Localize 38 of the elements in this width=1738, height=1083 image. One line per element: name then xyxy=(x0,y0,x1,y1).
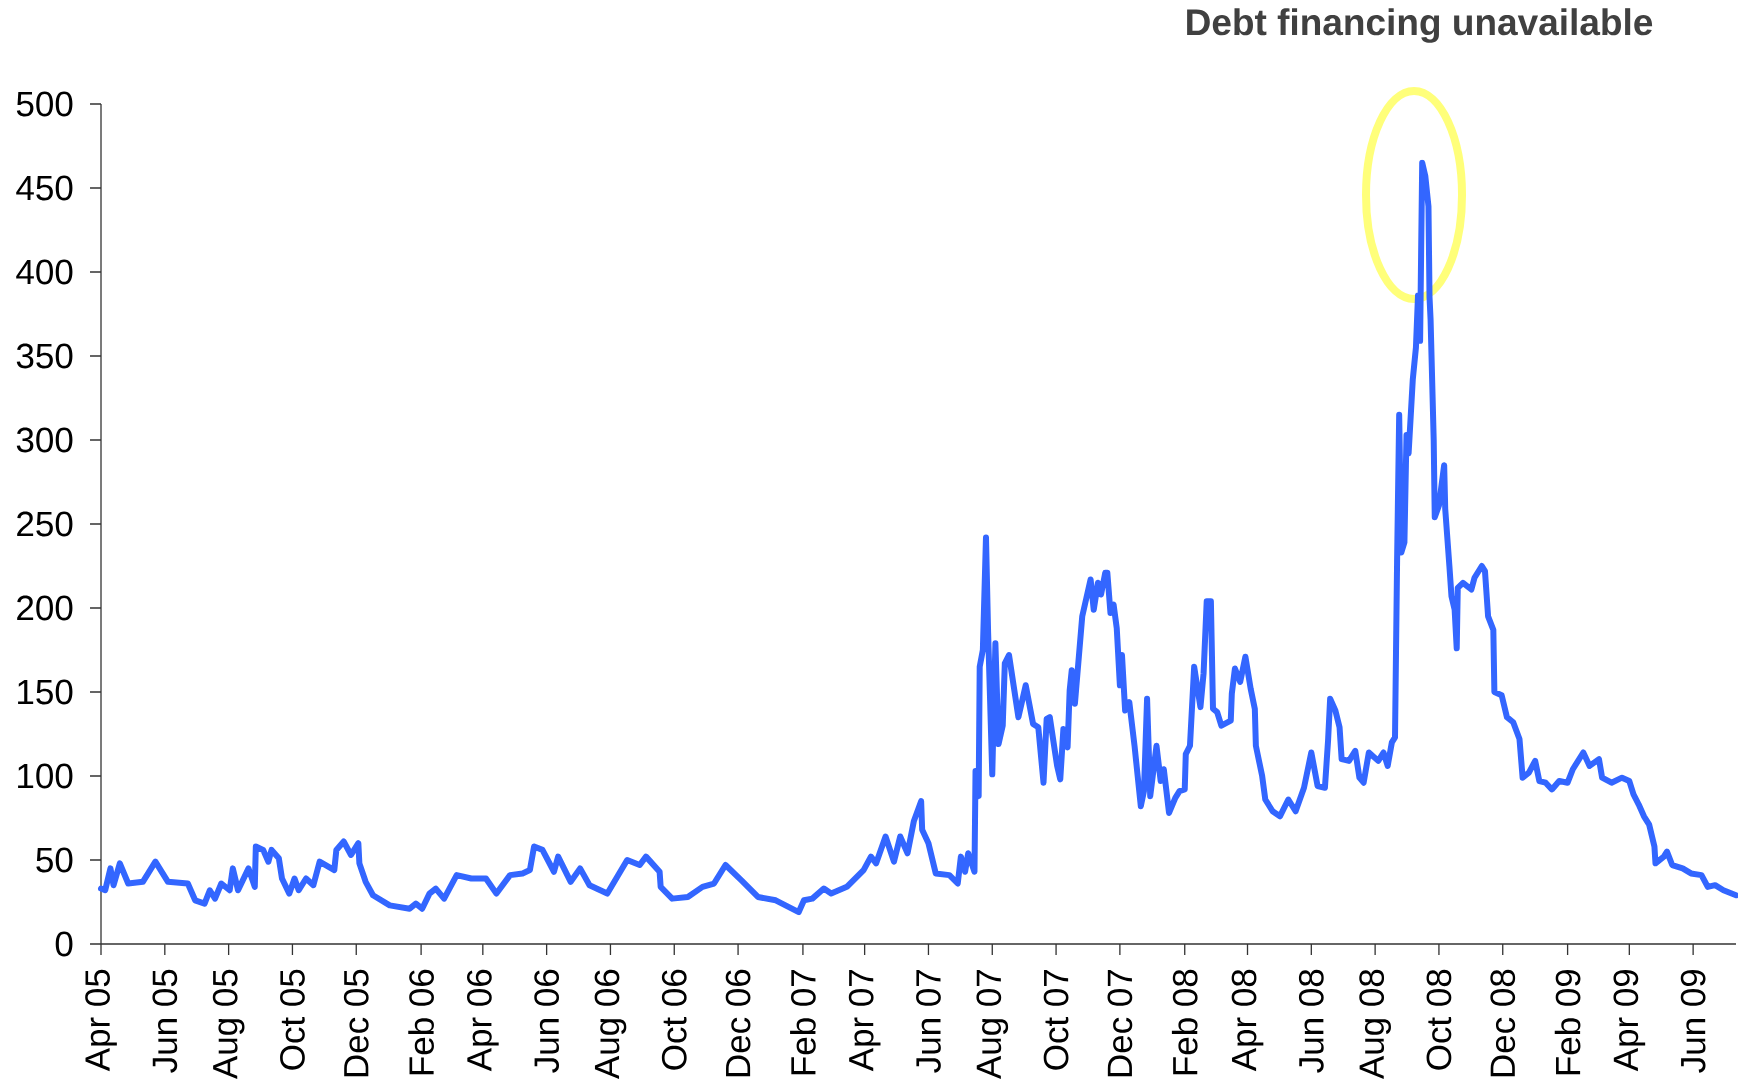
x-tick-label: Feb 09 xyxy=(1554,969,1581,1075)
y-tick-label: 100 xyxy=(18,763,73,789)
x-tick-label: Feb 07 xyxy=(790,969,816,1075)
y-tick-label: 50 xyxy=(36,847,73,873)
y-tick-label: 150 xyxy=(18,679,73,705)
x-tick-label: Jun 09 xyxy=(1680,969,1706,1073)
x-tick-label: Apr 09 xyxy=(1613,969,1646,1072)
x-tick-label: Oct 08 xyxy=(1426,969,1452,1070)
x-tick-label: Aug 08 xyxy=(1359,969,1391,1080)
x-tick-label: Jun 08 xyxy=(1298,969,1324,1073)
x-tick-label: Aug 06 xyxy=(594,969,627,1080)
x-tick-label: Oct 07 xyxy=(1043,969,1069,1070)
x-tick-label: Dec 06 xyxy=(725,969,751,1077)
x-tick-label: Dec 05 xyxy=(343,969,369,1077)
x-tick-label: Apr 06 xyxy=(466,969,499,1072)
x-tick-label: Feb 06 xyxy=(408,969,434,1075)
x-tick-label: Jun 06 xyxy=(534,969,560,1073)
x-tick-label: Aug 05 xyxy=(212,969,245,1080)
x-tick-label: Oct 06 xyxy=(661,969,687,1070)
x-tick-label: Apr 08 xyxy=(1231,969,1264,1072)
y-tick-label: 450 xyxy=(16,175,73,201)
y-tick-label: 300 xyxy=(16,427,73,453)
y-tick-label: 200 xyxy=(17,595,73,621)
y-tick-label: 250 xyxy=(17,511,73,537)
x-tick-label: Oct 05 xyxy=(280,969,305,1070)
x-tick-label: Feb 08 xyxy=(1171,969,1198,1075)
x-tick-label: Dec 07 xyxy=(1107,969,1133,1077)
y-tick-label: 500 xyxy=(16,91,73,117)
x-tick-label: Apr 07 xyxy=(848,969,881,1072)
x-tick-label: Jun 05 xyxy=(152,969,178,1073)
text: Debt financing unavailable xyxy=(1187,8,1653,43)
x-tick-label: Jun 07 xyxy=(916,969,941,1073)
y-tick-label: 350 xyxy=(16,343,73,369)
x-tick-label: Dec 08 xyxy=(1490,969,1516,1077)
y-tick-label: 400 xyxy=(16,259,73,285)
y-tick-label: 0 xyxy=(55,931,73,957)
x-tick-label: Aug 07 xyxy=(976,969,1009,1080)
x-tick-label: Apr 05 xyxy=(85,969,117,1072)
